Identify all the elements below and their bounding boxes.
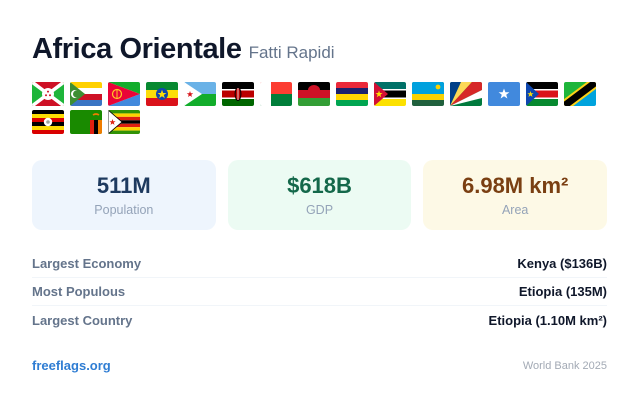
- comoros-flag-icon: [70, 82, 102, 106]
- population-stat-card: 511M Population: [32, 160, 216, 230]
- largest-economy-value: Kenya ($136B): [517, 256, 607, 271]
- page-title: Africa Orientale: [32, 33, 242, 65]
- area-stat-card: 6.98M km² Area: [423, 160, 608, 230]
- facts-list: Largest Economy Kenya ($136B) Most Popul…: [32, 250, 607, 334]
- gdp-label: GDP: [305, 203, 334, 217]
- source-note: World Bank 2025: [522, 359, 607, 372]
- rwanda-flag-icon: [412, 82, 444, 106]
- stats-panel: 511M Population $618B GDP 6.98M km² Area: [32, 160, 608, 230]
- most-populous-label: Most Populous: [32, 284, 126, 299]
- largest-economy-label: Largest Economy: [32, 256, 142, 271]
- mauritius-flag-icon: [336, 82, 368, 106]
- tanzania-flag-icon: [564, 82, 596, 106]
- djibouti-flag-icon: [184, 82, 216, 106]
- mozambique-flag-icon: [374, 82, 406, 106]
- card-footer: freeflags.org World Bank 2025: [32, 358, 607, 373]
- population-value: 511M: [96, 173, 151, 198]
- south-sudan-flag-icon: [526, 82, 558, 106]
- population-label: Population: [94, 203, 154, 217]
- gdp-value: $618B: [287, 173, 352, 198]
- area-value: 6.98M km²: [461, 173, 569, 198]
- somalia-flag-icon: [488, 82, 520, 106]
- page-subtitle: Fatti Rapidi: [248, 43, 335, 62]
- list-item: Largest Economy Kenya ($136B): [32, 250, 607, 278]
- flag-strip: [32, 82, 602, 134]
- madagascar-flag-icon: [260, 82, 292, 106]
- list-item: Most Populous Etiopia (135M): [32, 278, 607, 306]
- largest-country-value: Etiopia (1.10M km²): [488, 312, 607, 328]
- uganda-flag-icon: [32, 110, 64, 134]
- eritrea-flag-icon: [108, 82, 140, 106]
- largest-country-label: Largest Country: [32, 312, 133, 328]
- burundi-flag-icon: [32, 82, 64, 106]
- zimbabwe-flag-icon: [108, 110, 140, 134]
- seychelles-flag-icon: [450, 82, 482, 106]
- gdp-stat-card: $618B GDP: [227, 160, 412, 230]
- most-populous-value: Etiopia (135M): [518, 284, 607, 299]
- card-header: Africa Orientale Fatti Rapidi: [32, 33, 335, 69]
- zambia-flag-icon: [70, 110, 102, 134]
- area-label: Area: [501, 203, 529, 217]
- ethiopia-flag-icon: [146, 82, 178, 106]
- list-item: Largest Country Etiopia (1.10M km²): [32, 306, 607, 334]
- malawi-flag-icon: [298, 82, 330, 106]
- brand-link[interactable]: freeflags.org: [32, 358, 111, 373]
- kenya-flag-icon: [222, 82, 254, 106]
